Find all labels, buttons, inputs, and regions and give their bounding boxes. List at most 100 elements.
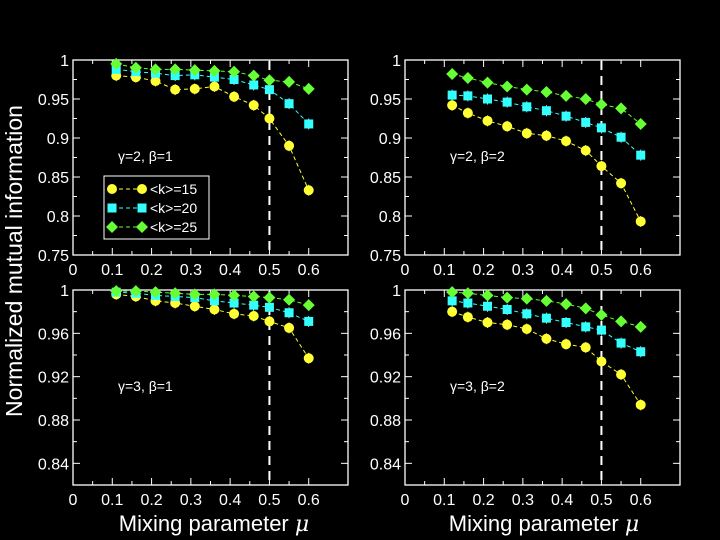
data-point [209,296,219,306]
data-point [616,132,626,142]
y-tick-label: 1 [60,53,69,70]
data-point [596,161,607,172]
data-point [463,298,473,308]
data-point [248,100,259,111]
data-point [304,119,314,129]
data-point [540,294,553,307]
data-point [229,308,240,319]
legend-marker [107,203,117,213]
data-point [264,316,275,327]
x-tick-label: 0 [69,262,78,279]
data-point [541,333,552,344]
series-line [452,300,641,353]
data-point [521,324,532,334]
panel-3: 0 0.1 0.2 0.3 0.4 0.5 0.6 0.84 0.88 0.92 0.96 1 γ=3,… [38,283,349,509]
data-point [303,353,314,364]
data-point [462,312,473,323]
data-point [595,308,608,321]
x-tick-label: 0 [401,492,410,509]
data-point [560,89,573,102]
data-point [502,97,512,107]
data-point [188,64,201,77]
series-1 [447,306,646,411]
data-point [249,80,259,90]
x-tick-label: 0 [69,492,78,509]
data-point [209,304,220,315]
data-point [461,71,474,84]
series-2 [447,89,646,161]
data-point [129,285,142,298]
data-point [520,83,533,96]
data-point [284,140,295,151]
x-tick-label: 0.5 [590,262,612,279]
x-tick-label: 0.3 [180,492,202,509]
legend-marker [137,184,147,194]
data-point [283,75,296,88]
data-point [561,111,571,121]
data-point [615,102,628,115]
data-point [634,117,647,130]
y-tick-label: 1 [392,53,401,70]
data-point [521,128,532,139]
y-tick-label: 0.95 [38,92,69,109]
y-tick-label: 0.96 [38,326,69,343]
data-point [581,117,591,127]
data-point [304,316,314,326]
x-tick-label: 0.5 [590,492,612,509]
data-point [169,287,182,300]
x-tick-label: 0.1 [101,492,123,509]
x-tick-label: 0.3 [512,492,534,509]
x-tick-label: 0.4 [219,492,241,509]
data-point [463,91,473,101]
data-point [483,94,492,104]
legend-marker [106,221,118,233]
data-point [169,63,182,76]
data-point [208,64,221,77]
data-point [501,80,514,93]
data-point [129,61,142,74]
legend: <k>=15 <k>=20 <k>=25 [103,175,210,240]
series-3 [446,286,647,333]
data-point [541,106,551,116]
data-point [461,287,474,300]
figure-xlabel-left: Mixing parameter μ [119,511,309,537]
y-tick-label: 0.95 [370,92,401,109]
data-point [541,313,551,323]
data-point [188,288,201,301]
data-point [209,72,219,82]
data-point [596,325,606,335]
y-tick-label: 0.75 [38,248,69,265]
x-tick-label: 0.3 [180,262,202,279]
data-point [634,320,647,333]
data-point [229,91,240,102]
data-point [446,68,459,81]
data-point [561,136,572,147]
data-point [149,286,162,299]
data-point [264,113,275,124]
data-point [616,178,627,189]
y-tick-label: 0.92 [38,370,69,387]
data-point [446,286,459,299]
x-tick-label: 0.4 [551,492,573,509]
x-tick-label: 0.4 [551,262,573,279]
y-tick-label: 0.88 [370,413,401,430]
series-line [452,73,642,125]
data-point [229,75,239,84]
legend-label: <k>=15 [150,181,197,197]
x-tick-label: 0.6 [298,492,320,509]
data-point [302,299,315,312]
legend-marker [137,203,147,213]
data-point [284,99,294,109]
data-point [580,145,591,156]
panels: 0 0.1 0.2 0.3 0.4 0.5 0.6 0.75 0.8 0.85 0.9 0.95 1 γ=… [38,53,681,509]
data-point [248,311,259,321]
x-tick-label: 0.5 [258,492,280,509]
series-3 [110,285,315,312]
data-point [522,102,532,112]
y-tick-label: 0.96 [370,326,401,343]
legend-label: <k>=20 [150,200,197,216]
data-point [522,309,532,319]
y-tick-label: 0.88 [38,413,69,430]
legend-marker [107,184,117,194]
